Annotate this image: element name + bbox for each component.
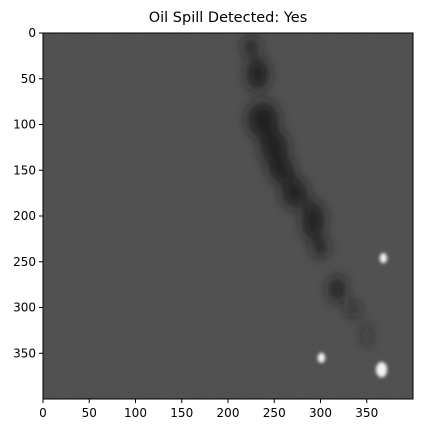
y-tick-label: 300 bbox=[13, 301, 36, 315]
x-tick-label: 0 bbox=[39, 406, 47, 420]
x-tick-label: 50 bbox=[82, 406, 97, 420]
x-tick-label: 100 bbox=[124, 406, 147, 420]
slick-blob bbox=[243, 37, 259, 56]
figure-title: Oil Spill Detected: Yes bbox=[149, 10, 308, 26]
slick-blob bbox=[246, 57, 269, 91]
x-tick-label: 250 bbox=[263, 406, 286, 420]
oil-slick-region bbox=[243, 37, 370, 346]
slick-blob bbox=[313, 238, 328, 258]
slick-blob bbox=[347, 302, 359, 317]
bright-spot bbox=[376, 362, 388, 378]
slick-blob bbox=[302, 200, 325, 241]
x-tick-label: 350 bbox=[355, 406, 378, 420]
y-tick-label: 250 bbox=[13, 255, 36, 269]
x-axis: 0 50 100 150 200 250 300 350 bbox=[39, 399, 378, 420]
y-axis: 0 50 100 150 200 250 300 350 bbox=[13, 26, 43, 360]
x-tick-label: 200 bbox=[217, 406, 240, 420]
bright-spots bbox=[317, 252, 388, 378]
slick-blob bbox=[260, 130, 289, 164]
x-tick-label: 150 bbox=[170, 406, 193, 420]
satellite-image bbox=[43, 33, 413, 399]
slick-blob bbox=[328, 276, 346, 303]
slick-blob bbox=[268, 157, 295, 184]
slick-blob bbox=[281, 178, 308, 208]
image-noise bbox=[43, 33, 413, 399]
slick-blob bbox=[247, 101, 279, 139]
y-tick-label: 200 bbox=[13, 209, 36, 223]
y-tick-label: 100 bbox=[13, 118, 36, 132]
x-tick-label: 300 bbox=[309, 406, 332, 420]
y-tick-label: 0 bbox=[28, 26, 36, 40]
y-tick-label: 150 bbox=[13, 163, 36, 177]
slick-blob bbox=[363, 323, 370, 346]
bright-spot bbox=[317, 352, 326, 363]
bright-spot bbox=[379, 252, 388, 264]
y-tick-label: 350 bbox=[13, 346, 36, 360]
y-tick-label: 50 bbox=[21, 72, 36, 86]
